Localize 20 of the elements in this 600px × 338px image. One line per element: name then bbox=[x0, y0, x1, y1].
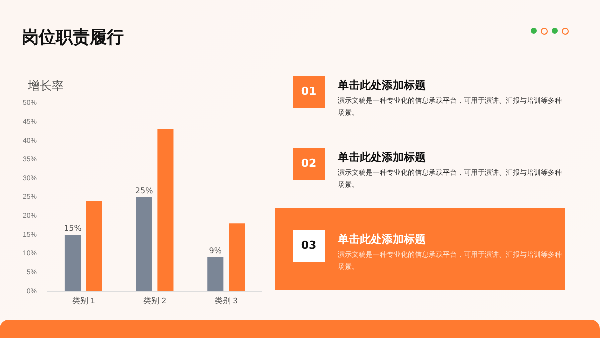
text: 03 bbox=[293, 230, 325, 262]
x-tick-label: 类别 2 bbox=[144, 296, 167, 306]
text: 01 bbox=[293, 76, 325, 108]
text: 单击此处添加标题 bbox=[338, 78, 426, 93]
x-tick-label: 类别 3 bbox=[215, 296, 238, 306]
data-label: 25% bbox=[135, 186, 154, 196]
data-label: 15% bbox=[64, 224, 82, 234]
data-label: 9% bbox=[209, 246, 222, 256]
text: 单击此处添加标题 bbox=[338, 232, 426, 247]
bar bbox=[86, 201, 102, 292]
x-tick-label: 类别 1 bbox=[72, 296, 96, 306]
bar bbox=[136, 197, 152, 292]
bar bbox=[158, 130, 174, 292]
text: 单击此处添加标题 bbox=[338, 150, 426, 165]
bar bbox=[64, 234, 81, 292]
text: 02 bbox=[293, 148, 325, 180]
chart-title: 岗位职责履行 bbox=[22, 27, 124, 49]
bar bbox=[208, 258, 224, 292]
bar bbox=[229, 224, 246, 292]
y-axis-title: 增长率 bbox=[28, 78, 64, 95]
